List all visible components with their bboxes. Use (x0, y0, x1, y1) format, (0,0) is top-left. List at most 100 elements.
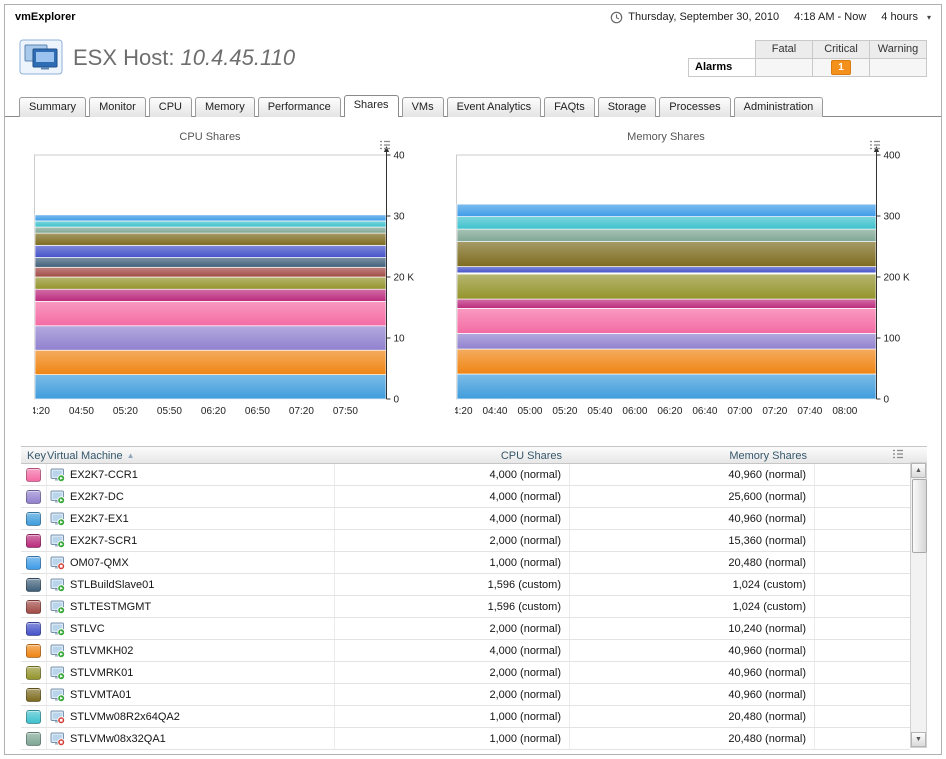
svg-text:07:50: 07:50 (333, 406, 358, 417)
svg-text:07:40: 07:40 (797, 406, 822, 417)
tab-administration[interactable]: Administration (733, 97, 824, 117)
svg-text:06:40: 06:40 (692, 406, 717, 417)
memory-shares-value: 10,240 (normal) (570, 618, 815, 639)
alarms-summary: Fatal Critical Warning Alarms 1 (688, 39, 927, 77)
page-header: ESX Host: 10.4.45.110 Fatal Critical Warn… (5, 29, 941, 89)
tab-event-analytics[interactable]: Event Analytics (446, 97, 542, 117)
svg-text:07:20: 07:20 (762, 406, 787, 417)
table-row[interactable]: STLVMw08R2x64QA2 1,000 (normal) 20,480 (no… (21, 706, 910, 728)
svg-text:05:40: 05:40 (587, 406, 612, 417)
vm-color-key (26, 511, 41, 526)
scroll-down-button[interactable]: ▼ (911, 732, 926, 747)
tab-monitor[interactable]: Monitor (89, 97, 146, 117)
cpu-shares-value: 1,596 (custom) (335, 574, 570, 595)
scrollbar-thumb[interactable] (912, 479, 927, 553)
table-row[interactable]: EX2K7-SCR1 2,000 (normal) 15,360 (normal) (21, 530, 910, 552)
svg-text:05:20: 05:20 (113, 406, 138, 417)
svg-text:07:20: 07:20 (289, 406, 314, 417)
alarms-col-fatal: Fatal (755, 39, 813, 59)
tab-summary[interactable]: Summary (19, 97, 87, 117)
vm-name: OM07-QMX (70, 556, 129, 569)
time-range-selector[interactable]: Thursday, September 30, 2010 4:18 AM - N… (610, 11, 931, 24)
col-header-key[interactable]: Key (27, 450, 46, 462)
table-row[interactable]: STLVMw08x32QA1 1,000 (normal) 20,480 (norm… (21, 728, 910, 750)
tab-faqts[interactable]: FAQts (544, 97, 595, 117)
cpu-shares-value: 1,000 (normal) (335, 728, 570, 749)
tab-vms[interactable]: VMs (401, 97, 444, 117)
alarms-col-critical: Critical (812, 39, 870, 59)
fatal-count-cell[interactable] (755, 57, 813, 77)
memory-shares-value: 40,960 (normal) (570, 640, 815, 661)
svg-text:30: 30 (394, 212, 406, 223)
page-title-prefix: ESX Host: (73, 45, 175, 70)
col-header-virtual-machine[interactable]: Virtual Machine ▲ (47, 447, 335, 465)
page-title: ESX Host: 10.4.45.110 (73, 45, 295, 71)
table-row[interactable]: STLVC 2,000 (normal) 10,240 (normal) (21, 618, 910, 640)
table-row[interactable]: STLVMKH02 4,000 (normal) 40,960 (normal) (21, 640, 910, 662)
app-title: vmExplorer (15, 11, 76, 23)
vm-name: STLVMKH02 (70, 644, 134, 657)
table-row[interactable]: STLVMRK01 2,000 (normal) 40,960 (normal) (21, 662, 910, 684)
timebar-duration: 4 hours (881, 11, 918, 23)
cpu-shares-value: 4,000 (normal) (335, 640, 570, 661)
svg-text:300: 300 (884, 212, 901, 223)
scroll-up-button[interactable]: ▲ (911, 463, 926, 478)
vm-shares-table: Key Virtual Machine ▲ CPU Shares Memory … (21, 446, 927, 750)
col-header-cpu-shares[interactable]: CPU Shares (500, 450, 562, 462)
vm-status-icon-running (50, 688, 66, 702)
timebar-date: Thursday, September 30, 2010 (628, 11, 780, 23)
col-header-vm-label: Virtual Machine (47, 450, 123, 462)
col-header-memory-shares[interactable]: Memory Shares (729, 450, 807, 462)
cpu-shares-value: 2,000 (normal) (335, 684, 570, 705)
cpu-shares-chart: CPU Shares 0 10 20 K 30 40 04:20 04:50 05:20 05:… (13, 123, 435, 430)
tab-cpu[interactable]: CPU (148, 97, 192, 117)
table-body: EX2K7-CCR1 4,000 (normal) 40,960 (normal) E… (21, 464, 927, 750)
table-row[interactable]: EX2K7-DC 4,000 (normal) 25,600 (normal) (21, 486, 910, 508)
tab-memory[interactable]: Memory (194, 97, 255, 117)
memory-shares-value: 40,960 (normal) (570, 684, 815, 705)
tab-storage[interactable]: Storage (597, 97, 657, 117)
table-header: Key Virtual Machine ▲ CPU Shares Memory … (21, 446, 927, 464)
vertical-scrollbar[interactable]: ▲ ▼ (910, 462, 927, 748)
table-header-filler (815, 447, 910, 465)
svg-text:0: 0 (394, 395, 400, 406)
table-options-icon[interactable] (892, 447, 904, 465)
table-row[interactable]: STLVMTA01 2,000 (normal) 40,960 (normal) (21, 684, 910, 706)
critical-count-cell[interactable]: 1 (812, 57, 870, 77)
chart-options-icon[interactable] (869, 137, 881, 155)
table-row[interactable]: STLBuildSlave01 1,596 (custom) 1,024 (cust… (21, 574, 910, 596)
tab-performance[interactable]: Performance (257, 97, 341, 117)
table-row[interactable]: EX2K7-CCR1 4,000 (normal) 40,960 (normal) (21, 464, 910, 486)
chart-options-icon[interactable] (379, 137, 391, 155)
vm-status-icon-running (50, 468, 66, 482)
table-row[interactable]: EX2K7-EX1 4,000 (normal) 40,960 (normal) (21, 508, 910, 530)
vm-color-key (26, 489, 41, 504)
memory-shares-value: 1,024 (custom) (570, 574, 815, 595)
alarms-corner (689, 40, 756, 58)
table-row[interactable]: OM07-QMX 1,000 (normal) 20,480 (normal) (21, 552, 910, 574)
vm-status-icon-stopped (50, 556, 66, 570)
vm-name: STLTESTMGMT (70, 600, 152, 613)
cpu-shares-value: 2,000 (normal) (335, 618, 570, 639)
tab-shares[interactable]: Shares (343, 95, 399, 117)
memory-shares-value: 20,480 (normal) (570, 728, 815, 749)
vm-color-key (26, 599, 41, 614)
vm-name: STLVMTA01 (70, 688, 132, 701)
vm-color-key (26, 709, 41, 724)
svg-text:40: 40 (394, 151, 406, 162)
timebar-range: 4:18 AM - Now (794, 11, 867, 23)
memory-shares-value: 20,480 (normal) (570, 552, 815, 573)
warning-count-cell[interactable] (869, 57, 927, 77)
cpu-shares-value: 1,596 (custom) (335, 596, 570, 617)
tab-bar: Summary Monitor CPU Memory Performance Shares… (5, 89, 941, 117)
svg-text:07:00: 07:00 (727, 406, 752, 417)
table-row[interactable]: STLTESTMGMT 1,596 (custom) 1,024 (custom) (21, 596, 910, 618)
svg-text:100: 100 (884, 334, 901, 345)
vm-status-icon-stopped (50, 710, 66, 724)
vm-color-key (26, 643, 41, 658)
svg-text:0: 0 (884, 395, 890, 406)
cpu-shares-value: 2,000 (normal) (335, 530, 570, 551)
tab-processes[interactable]: Processes (659, 97, 731, 117)
svg-text:06:00: 06:00 (622, 406, 647, 417)
svg-text:10: 10 (394, 334, 406, 345)
